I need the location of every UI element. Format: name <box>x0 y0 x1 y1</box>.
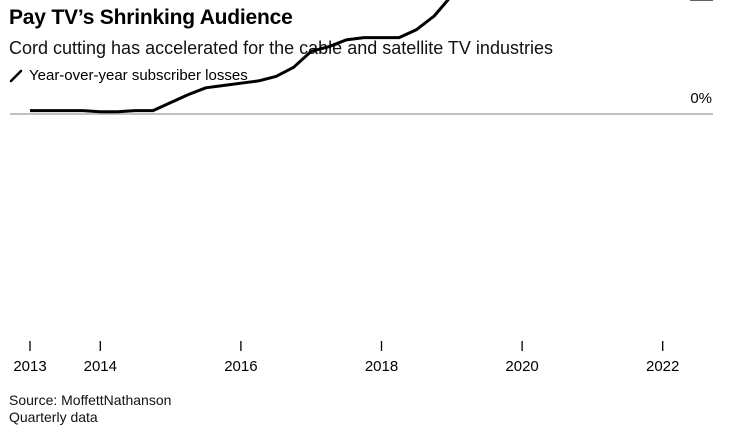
legend: Year-over-year subscriber losses <box>9 67 248 84</box>
source-note: Source: MoffettNathanson <box>9 392 172 408</box>
footer: Source: MoffettNathanson Quarterly data <box>9 392 171 426</box>
x-tick-label: 2018 <box>365 358 398 375</box>
chart-subtitle: Cord cutting has accelerated for the cab… <box>9 38 553 58</box>
legend-line-icon <box>9 69 23 82</box>
x-tick-label: 2014 <box>84 358 117 375</box>
y-tick-label: 0% <box>690 90 712 107</box>
legend-label: Year-over-year subscriber losses <box>29 67 248 84</box>
x-tick-label: 2020 <box>505 358 538 375</box>
x-tick-label: 2016 <box>224 358 257 375</box>
chart-title: Pay TV’s Shrinking Audience <box>9 6 293 29</box>
x-tick-label: 2013 <box>13 358 46 375</box>
x-tick-label: 2022 <box>646 358 679 375</box>
data-note: Quarterly data <box>9 409 98 425</box>
series-line <box>30 0 450 114</box>
